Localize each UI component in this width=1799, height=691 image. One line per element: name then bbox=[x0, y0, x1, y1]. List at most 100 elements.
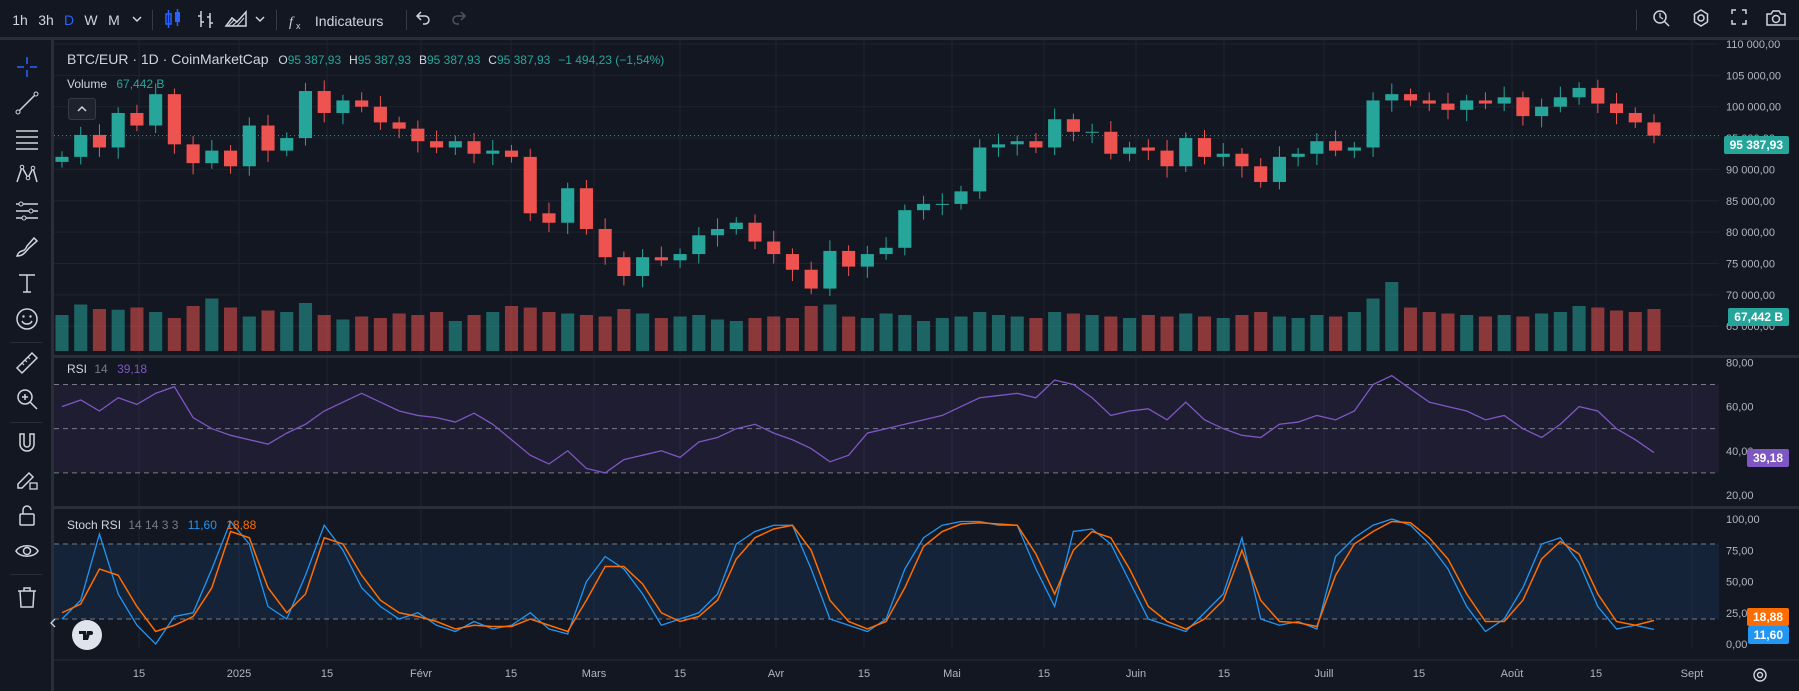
screenshot-button[interactable] bbox=[1762, 8, 1790, 32]
volume-bar bbox=[1291, 318, 1305, 351]
crosshair-tool[interactable] bbox=[14, 54, 40, 80]
volume-bar bbox=[1141, 315, 1155, 351]
candle-body bbox=[523, 156, 537, 214]
magnet-tool[interactable] bbox=[14, 430, 40, 456]
gear-icon bbox=[1693, 9, 1709, 27]
volume-bar bbox=[1329, 316, 1343, 351]
chart-settings-button[interactable] bbox=[1749, 664, 1771, 686]
candle-body bbox=[1179, 138, 1193, 167]
candle-body bbox=[261, 125, 275, 151]
candle-body bbox=[1235, 153, 1249, 167]
interval-m-button[interactable]: M bbox=[108, 12, 120, 28]
interval-dropdown-button[interactable] bbox=[128, 8, 146, 32]
candle-body bbox=[860, 254, 874, 267]
redo-button[interactable] bbox=[446, 8, 472, 32]
candle-body bbox=[1272, 156, 1286, 182]
candle-body bbox=[654, 257, 668, 261]
collapse-legend-button[interactable] bbox=[68, 98, 96, 120]
emoji-tool[interactable] bbox=[14, 306, 40, 332]
volume-bar bbox=[1066, 313, 1080, 351]
fullscreen-button[interactable] bbox=[1726, 8, 1752, 32]
candle-body bbox=[804, 269, 818, 289]
candle-body bbox=[74, 134, 88, 157]
candle-body bbox=[504, 150, 519, 157]
candle-body bbox=[1066, 119, 1080, 132]
bars-chart-type-button[interactable] bbox=[193, 8, 219, 32]
stoch-params: 14 14 3 3 bbox=[128, 518, 179, 532]
time-axis-label: Sept bbox=[1681, 668, 1704, 680]
price-axis-label: 110 000,00 bbox=[1726, 40, 1780, 51]
undo-button[interactable] bbox=[410, 8, 436, 32]
volume-bar bbox=[954, 316, 968, 351]
stoch-d-line bbox=[61, 520, 1655, 633]
interval-3h-button[interactable]: 3h bbox=[38, 12, 54, 28]
settings-button[interactable] bbox=[1688, 8, 1714, 32]
volume-bar bbox=[167, 318, 181, 351]
candle-body bbox=[1160, 150, 1174, 167]
text-tool[interactable] bbox=[14, 270, 40, 296]
candle-body bbox=[636, 257, 650, 277]
chevron-left-icon bbox=[50, 618, 56, 628]
fib-tool[interactable] bbox=[14, 126, 40, 152]
pattern-tool[interactable] bbox=[14, 162, 40, 188]
collapse-sidebar-button[interactable] bbox=[48, 614, 58, 632]
rsi-axis-label: 20,00 bbox=[1726, 490, 1754, 502]
area-chart-type-button[interactable] bbox=[222, 8, 250, 32]
candle-body bbox=[411, 128, 425, 142]
candle-body bbox=[767, 241, 781, 255]
svg-text:x: x bbox=[296, 21, 301, 31]
time-axis-label: 15 bbox=[1590, 668, 1602, 680]
hide-tool[interactable] bbox=[14, 538, 40, 564]
stoch-axis-label: 75,00 bbox=[1726, 545, 1754, 557]
zoom-in-icon bbox=[17, 389, 38, 410]
candles-chart-type-button[interactable] bbox=[160, 8, 186, 32]
alert-button[interactable] bbox=[1648, 8, 1674, 32]
text-icon bbox=[19, 274, 35, 293]
time-axis-label: 15 bbox=[858, 668, 870, 680]
rsi-label: RSI bbox=[67, 362, 88, 376]
price-axis-label: 100 000,00 bbox=[1726, 102, 1781, 114]
interval-1h-button[interactable]: 1h bbox=[12, 12, 28, 28]
interval-d-button[interactable]: D bbox=[63, 12, 75, 28]
candle-body bbox=[954, 191, 968, 204]
volume-bar bbox=[561, 313, 575, 351]
volume-bar bbox=[523, 307, 537, 351]
time-axis-label: 2025 bbox=[227, 668, 251, 680]
stay-drawing-tool[interactable] bbox=[14, 466, 40, 492]
volume-bar bbox=[261, 310, 275, 351]
interval-w-button[interactable]: W bbox=[84, 12, 98, 28]
stoch-k-legend-value: 11,60 bbox=[187, 518, 217, 532]
tradingview-logo[interactable] bbox=[72, 620, 102, 650]
prediction-tool[interactable] bbox=[14, 198, 40, 224]
chevron-down-icon bbox=[132, 16, 142, 23]
time-axis-label: 15 bbox=[1218, 668, 1230, 680]
trend-line-tool[interactable] bbox=[14, 90, 40, 116]
forecast-icon bbox=[16, 201, 38, 221]
chart-type-dropdown-button[interactable] bbox=[252, 8, 268, 32]
candle-body bbox=[186, 144, 200, 164]
remove-tool[interactable] bbox=[14, 584, 40, 610]
stoch-k-value-label: 11,60 bbox=[1747, 626, 1789, 644]
stoch-legend[interactable]: Stoch RSI 14 14 3 3 11,60 18,88 bbox=[67, 518, 256, 532]
volume-legend[interactable]: Volume 67,442 B bbox=[67, 77, 164, 91]
candle-body bbox=[748, 222, 762, 242]
time-axis-label: 15 bbox=[133, 668, 145, 680]
candle-body bbox=[542, 213, 556, 223]
volume-bar bbox=[1572, 306, 1586, 351]
lock-tool[interactable] bbox=[14, 502, 40, 528]
last-volume-label: 67,442 B bbox=[1728, 308, 1789, 326]
rsi-legend[interactable]: RSI 14 39,18 bbox=[67, 362, 147, 376]
zoom-tool[interactable] bbox=[14, 386, 40, 412]
stoch-d-value-label: 18,88 bbox=[1746, 608, 1789, 626]
brush-tool[interactable] bbox=[14, 234, 40, 260]
volume-bar bbox=[860, 318, 874, 351]
measure-tool[interactable] bbox=[14, 350, 40, 376]
volume-bar bbox=[692, 315, 706, 351]
volume-bar bbox=[486, 312, 500, 351]
symbol-title[interactable]: BTC/EUR · 1D · CoinMarketCap bbox=[67, 51, 269, 67]
rsi-axis-label: 40,00 bbox=[1726, 446, 1754, 458]
candle-body bbox=[1329, 141, 1343, 151]
